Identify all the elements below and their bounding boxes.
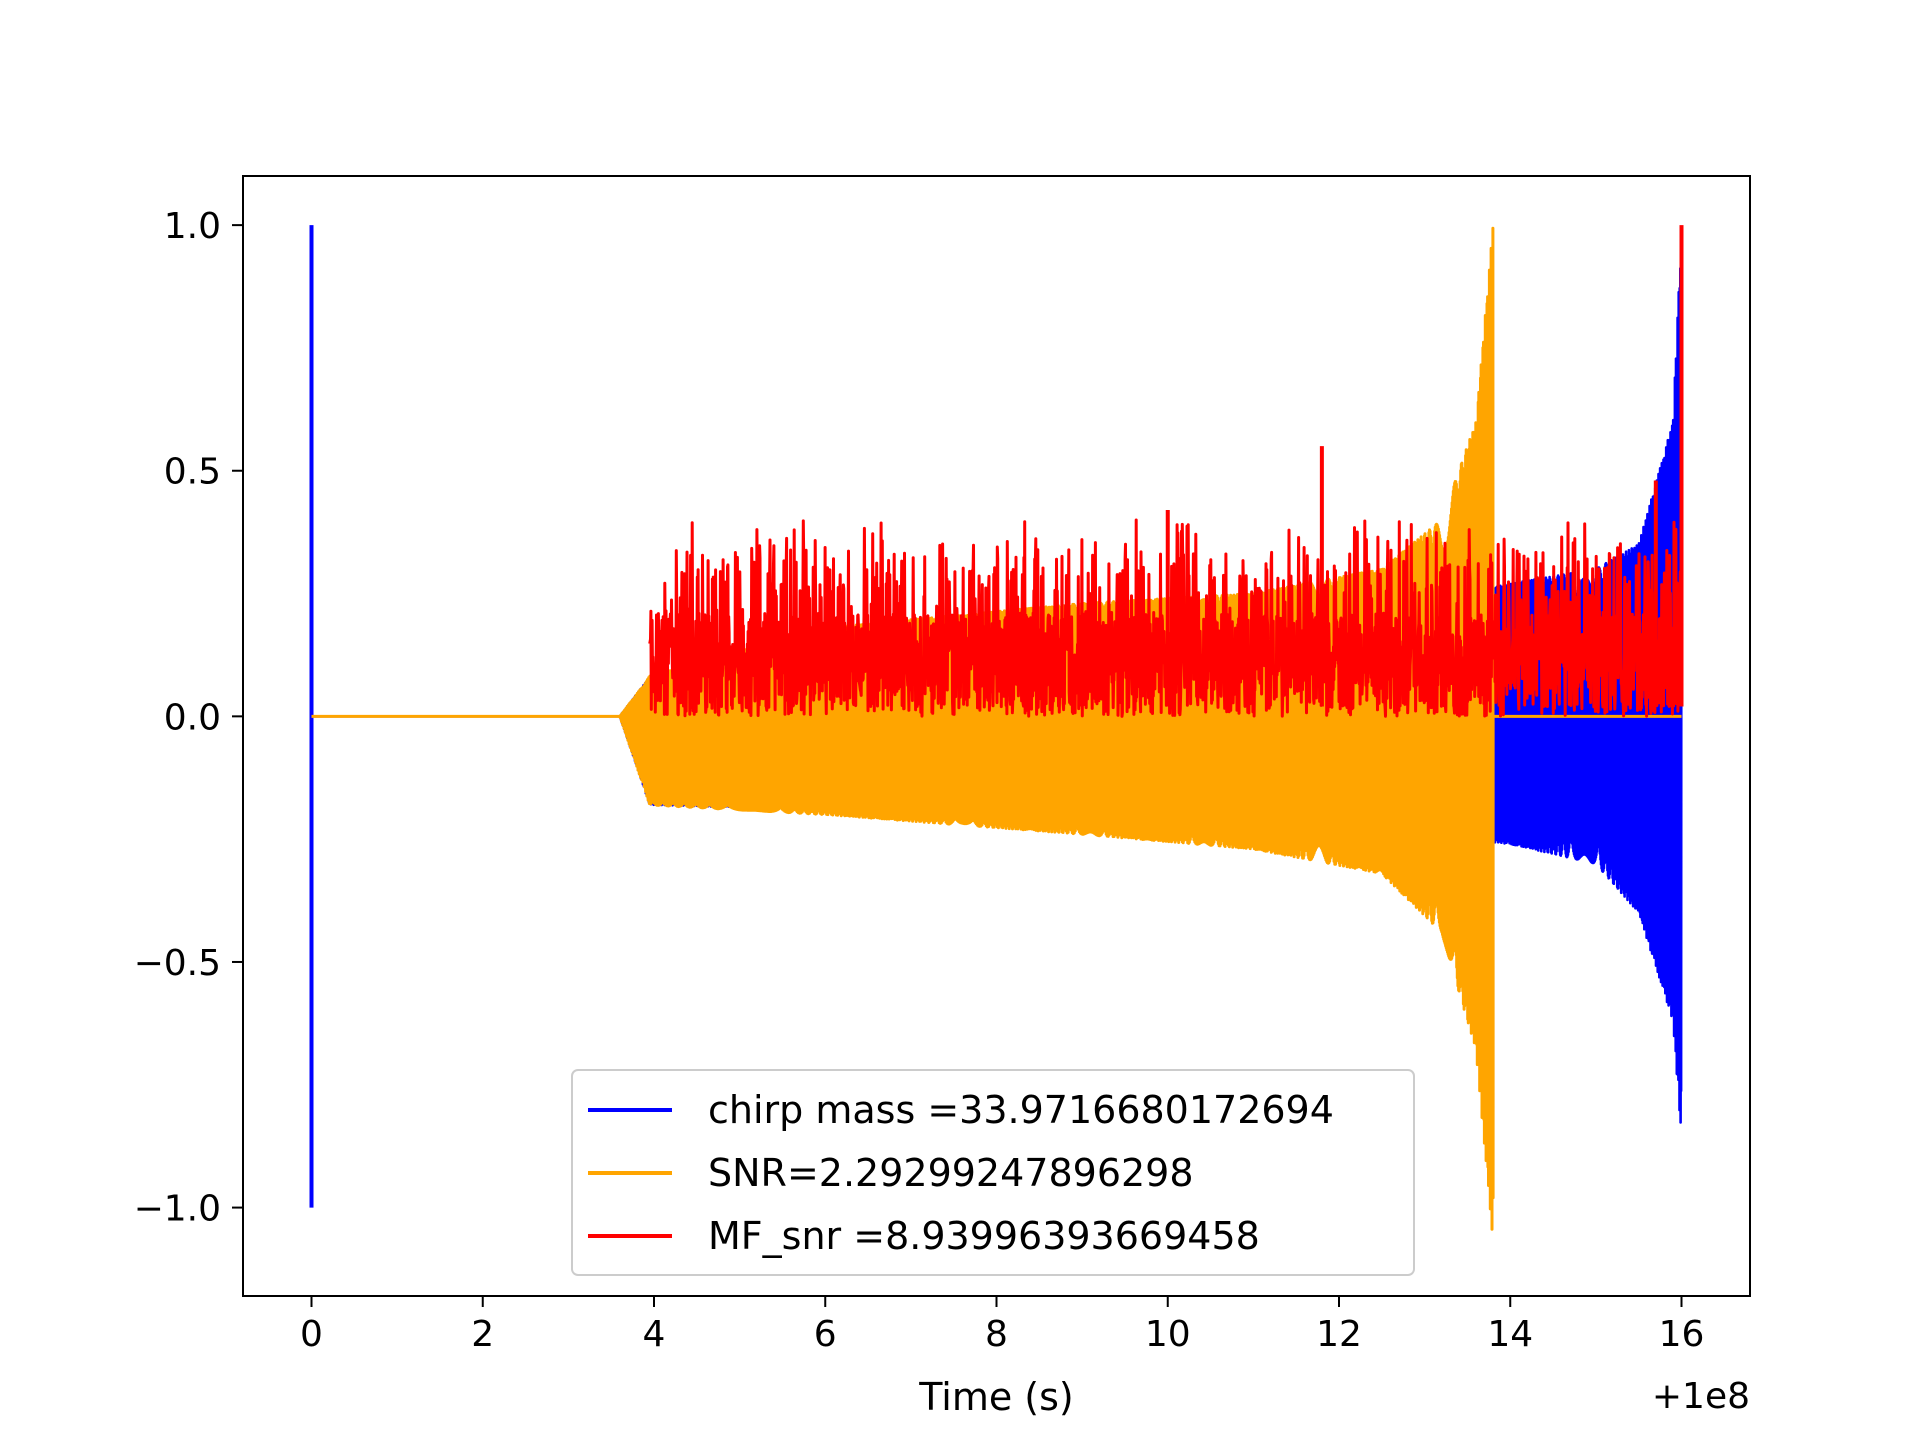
x-tick-label: 14 [1487, 1314, 1533, 1355]
x-tick-label: 8 [985, 1314, 1008, 1355]
x-axis-offset-label: +1e8 [1652, 1376, 1750, 1417]
x-axis-label: Time (s) [918, 1375, 1074, 1419]
plot-area [309, 225, 1684, 1231]
x-tick-label: 0 [300, 1314, 323, 1355]
legend-entry-label: chirp mass =33.9716680172694 [708, 1088, 1334, 1132]
series-line-mf-snr [648, 518, 1683, 718]
axes: 0 2 4 6 8 10 12 14 16 1.0 0.5 0.0 −0.5 −1.0 [134, 175, 1751, 1355]
y-tick-label: 0.0 [164, 697, 221, 738]
legend-entry-label: MF_snr =8.93996393669458 [708, 1214, 1260, 1258]
y-tick-label: 1.0 [164, 206, 221, 247]
y-tick-label: −1.0 [134, 1189, 221, 1230]
x-tick-label: 2 [471, 1314, 494, 1355]
legend-entry-label: SNR=2.29299247896298 [708, 1151, 1194, 1195]
legend: chirp mass =33.9716680172694 SNR=2.292992… [571, 1069, 1415, 1276]
x-tick-label: 6 [814, 1314, 837, 1355]
x-tick-label: 16 [1659, 1314, 1705, 1355]
y-tick-label: 0.5 [164, 452, 221, 493]
y-tick-label: −0.5 [134, 943, 221, 984]
legend-box [571, 1069, 1415, 1276]
x-tick-label: 12 [1316, 1314, 1362, 1355]
x-tick-label: 10 [1145, 1314, 1191, 1355]
x-tick-label: 4 [643, 1314, 666, 1355]
